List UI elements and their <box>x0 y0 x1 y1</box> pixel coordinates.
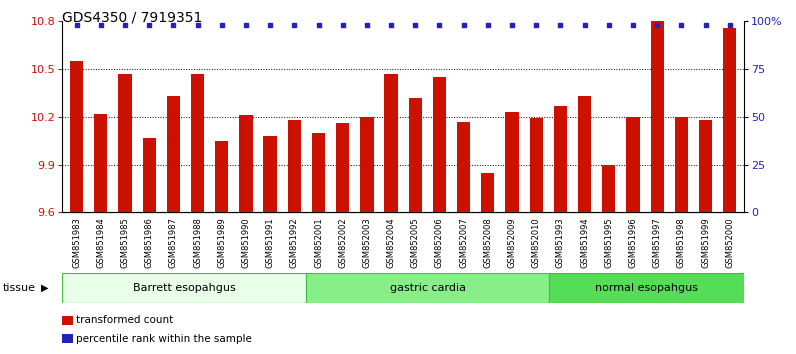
Text: GSM852003: GSM852003 <box>362 217 372 268</box>
Text: GSM851992: GSM851992 <box>290 217 298 268</box>
Text: percentile rank within the sample: percentile rank within the sample <box>76 334 252 344</box>
Text: GSM851996: GSM851996 <box>629 217 638 268</box>
Text: transformed count: transformed count <box>76 315 174 325</box>
Text: ▶: ▶ <box>41 282 49 293</box>
Bar <box>215 141 228 212</box>
Text: GSM851993: GSM851993 <box>556 217 565 268</box>
Bar <box>650 21 664 212</box>
Text: GSM851998: GSM851998 <box>677 217 686 268</box>
Text: GSM852005: GSM852005 <box>411 217 419 268</box>
Bar <box>94 114 107 212</box>
Text: GSM852007: GSM852007 <box>459 217 468 268</box>
Bar <box>287 120 301 212</box>
Bar <box>529 119 543 212</box>
Bar <box>166 96 180 212</box>
Text: GSM851985: GSM851985 <box>120 217 130 268</box>
Bar <box>119 74 131 212</box>
Text: GSM851987: GSM851987 <box>169 217 178 268</box>
Bar <box>191 74 205 212</box>
Text: GSM851990: GSM851990 <box>241 217 251 268</box>
Text: GSM852004: GSM852004 <box>387 217 396 268</box>
Bar <box>62 273 306 303</box>
Text: GSM852008: GSM852008 <box>483 217 493 268</box>
Bar <box>70 61 84 212</box>
Bar <box>505 112 519 212</box>
Bar <box>408 98 422 212</box>
Bar <box>578 96 591 212</box>
Text: tissue: tissue <box>3 282 36 293</box>
Text: GDS4350 / 7919351: GDS4350 / 7919351 <box>62 11 202 25</box>
Bar <box>361 117 373 212</box>
Text: GSM852001: GSM852001 <box>314 217 323 268</box>
Text: GSM851986: GSM851986 <box>145 217 154 268</box>
Text: GSM851994: GSM851994 <box>580 217 589 268</box>
Bar <box>457 122 470 212</box>
Text: GSM852000: GSM852000 <box>725 217 734 268</box>
Bar <box>699 120 712 212</box>
Text: GSM851999: GSM851999 <box>701 217 710 268</box>
Bar <box>626 117 640 212</box>
Bar <box>263 136 277 212</box>
Bar <box>482 173 494 212</box>
Text: GSM852006: GSM852006 <box>435 217 444 268</box>
Bar <box>336 123 349 212</box>
Text: GSM851997: GSM851997 <box>653 217 661 268</box>
Text: GSM852010: GSM852010 <box>532 217 540 268</box>
Text: GSM851989: GSM851989 <box>217 217 226 268</box>
Bar <box>306 273 549 303</box>
Text: gastric cardia: gastric cardia <box>389 282 466 293</box>
Bar <box>384 74 398 212</box>
Bar <box>602 165 615 212</box>
Text: GSM852009: GSM852009 <box>508 217 517 268</box>
Text: GSM851984: GSM851984 <box>96 217 105 268</box>
Text: GSM851988: GSM851988 <box>193 217 202 268</box>
Bar <box>312 133 325 212</box>
Bar <box>554 106 567 212</box>
Bar <box>675 117 688 212</box>
Text: Barrett esopahgus: Barrett esopahgus <box>132 282 236 293</box>
Bar <box>433 77 446 212</box>
Bar <box>549 273 744 303</box>
Text: GSM851991: GSM851991 <box>266 217 275 268</box>
Text: normal esopahgus: normal esopahgus <box>595 282 698 293</box>
Bar <box>240 115 252 212</box>
Text: GSM851983: GSM851983 <box>72 217 81 268</box>
Text: GSM852002: GSM852002 <box>338 217 347 268</box>
Bar <box>723 28 736 212</box>
Text: GSM851995: GSM851995 <box>604 217 613 268</box>
Bar <box>142 138 156 212</box>
